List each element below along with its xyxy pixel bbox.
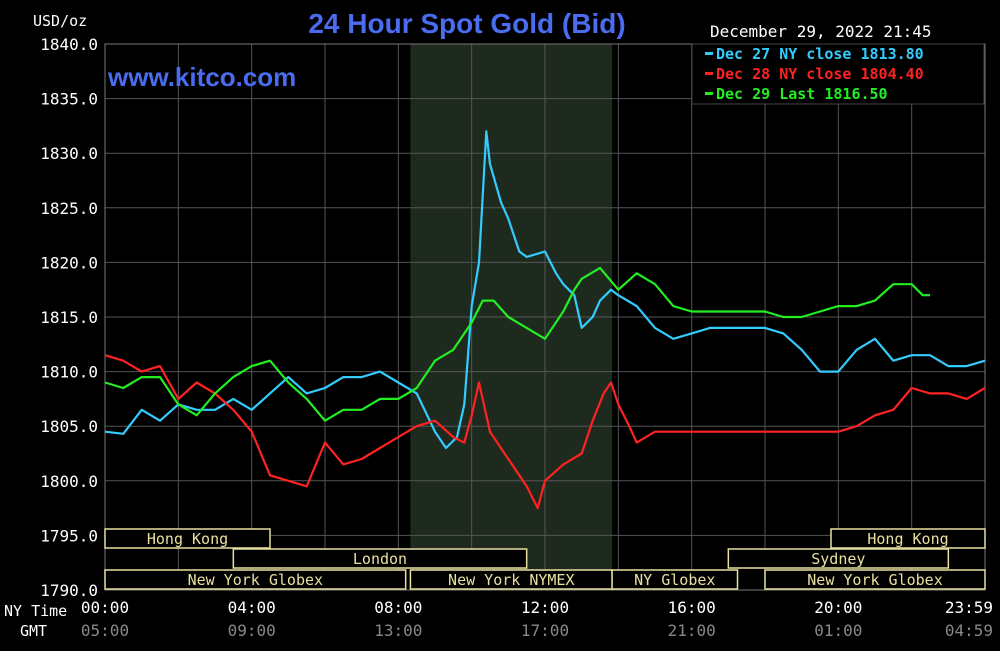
x-tick-label-ny: 23:59 [945,598,993,617]
legend-box [691,43,985,105]
x-axis-gmt-label: GMT [20,622,47,640]
legend-entry-dec27: Dec 27 NY close 1813.80 [716,45,924,63]
session-label: Sydney [811,550,865,568]
y-tick-label: 1820.0 [40,253,98,272]
y-tick-label: 1795.0 [40,526,98,545]
session-label: Hong Kong [867,530,948,548]
x-tick-label-gmt: 13:00 [374,621,422,640]
chart-title: 24 Hour Spot Gold (Bid) [308,8,625,39]
session-label: New York Globex [807,571,942,589]
legend-entry-dec28: Dec 28 NY close 1804.40 [716,65,924,83]
session-bar [104,528,271,549]
y-tick-label: 1790.0 [40,581,98,600]
x-tick-label-gmt: 17:00 [521,621,569,640]
x-tick-label-gmt: 21:00 [668,621,716,640]
y-tick-label: 1805.0 [40,417,98,436]
x-tick-label-gmt: 04:59 [945,621,993,640]
series-line-0 [104,130,986,450]
session-label: London [353,550,407,568]
x-tick-label-gmt: 01:00 [814,621,862,640]
session-bar [232,548,528,569]
legend-swatch-dec29 [705,92,713,95]
y-tick-label: 1830.0 [40,144,98,163]
y-tick-label: 1835.0 [40,90,98,109]
watermark-url: www.kitco.com [107,62,296,92]
y-tick-label: 1840.0 [40,35,98,54]
session-bar [764,569,986,590]
legend-swatch-dec27 [705,52,713,55]
x-tick-label-ny: 08:00 [374,598,422,617]
legend-swatch-dec28 [705,72,713,75]
series-line-1 [104,354,986,510]
timestamp: December 29, 2022 21:45 [710,22,932,41]
legend-entry-dec29: Dec 29 Last 1816.50 [716,85,888,103]
x-tick-label-ny: 12:00 [521,598,569,617]
x-tick-label-ny: 20:00 [814,598,862,617]
session-bar [611,569,739,590]
session-label: New York Globex [188,571,323,589]
x-tick-label-gmt: 09:00 [228,621,276,640]
session-label: NY Globex [634,571,715,589]
legend: Dec 27 NY close 1813.80 Dec 28 NY close … [691,43,985,105]
y-tick-label: 1825.0 [40,199,98,218]
session-bar [727,548,950,569]
session-label: Hong Kong [147,530,228,548]
y-tick-label: 1815.0 [40,308,98,327]
session-bar [830,528,986,549]
x-tick-label-gmt: 05:00 [81,621,129,640]
y-axis-unit-label: USD/oz [33,12,87,30]
series-line-2 [104,266,930,422]
x-tick-label-ny: 16:00 [668,598,716,617]
session-label: New York NYMEX [448,571,574,589]
y-tick-label: 1810.0 [40,363,98,382]
x-tick-label-ny: 04:00 [228,598,276,617]
x-tick-label-ny: 00:00 [81,598,129,617]
session-bar [104,569,407,590]
x-axis-ny-label: NY Time [4,602,67,620]
y-tick-label: 1800.0 [40,472,98,491]
plot-frame [104,43,986,591]
